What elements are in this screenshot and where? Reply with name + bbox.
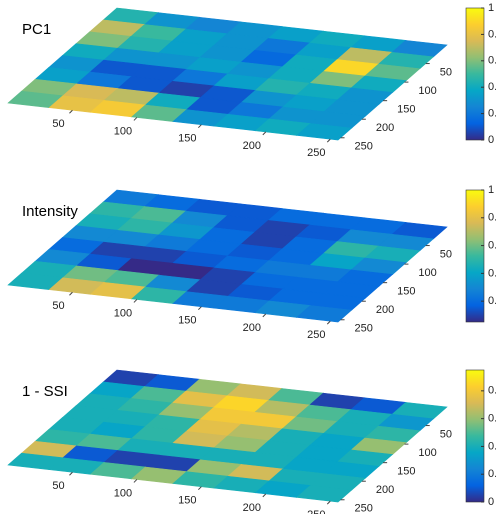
y-tick-label: 250 xyxy=(355,323,373,335)
x-tick-label: 250 xyxy=(307,147,325,159)
colorbar-tick-label: 0.8 xyxy=(488,385,496,397)
x-tick-label: 150 xyxy=(178,315,196,327)
colorbar-tick-label: 0.2 xyxy=(488,108,496,120)
x-tick xyxy=(133,117,138,121)
colorbar xyxy=(465,7,485,141)
x-tick-label: 50 xyxy=(52,118,64,130)
y-tick-label: 50 xyxy=(440,66,452,78)
x-tick xyxy=(262,131,267,136)
y-tick-label: 50 xyxy=(440,428,452,440)
y-tick-label: 250 xyxy=(355,503,373,514)
y-tick-label: 200 xyxy=(376,484,394,496)
colorbar-tick-label: 0 xyxy=(488,496,494,508)
x-tick-label: 50 xyxy=(52,480,64,492)
y-tick-label: 150 xyxy=(397,286,415,298)
cell xyxy=(296,305,353,323)
colorbar-tick-label: 1 xyxy=(488,2,494,14)
y-tick-label: 150 xyxy=(397,104,415,116)
colorbar xyxy=(465,189,485,323)
colorbar-tick-label: 0.8 xyxy=(488,212,496,224)
x-tick-label: 150 xyxy=(178,495,196,507)
x-tick xyxy=(69,471,73,476)
x-tick-label: 100 xyxy=(114,307,132,319)
colorbar-tick-label: 0.6 xyxy=(488,55,496,67)
colorbar-tick-label: 1 xyxy=(488,184,494,196)
x-tick-label: 250 xyxy=(307,329,325,341)
x-tick-label: 200 xyxy=(243,140,261,152)
surface xyxy=(7,7,448,141)
title: Intensity xyxy=(22,203,78,220)
x-tick-label: 200 xyxy=(243,322,261,334)
surface xyxy=(7,189,448,323)
cell xyxy=(296,123,353,141)
colorbar-tick-label: 0.6 xyxy=(488,239,496,251)
y-tick-label: 100 xyxy=(418,447,436,459)
x-tick-label: 250 xyxy=(307,509,325,514)
x-tick-label: 50 xyxy=(52,300,64,312)
title: 1 - SSI xyxy=(22,383,68,400)
x-tick-label: 150 xyxy=(178,133,196,145)
x-tick xyxy=(198,124,202,129)
x-tick-label: 200 xyxy=(243,502,261,514)
y-tick-label: 250 xyxy=(355,141,373,153)
x-tick xyxy=(326,320,331,325)
colorbar-tick-label: 0.4 xyxy=(488,440,496,452)
x-tick-label: 100 xyxy=(114,487,132,499)
colorbar-tick-label: 0.4 xyxy=(488,267,496,279)
y-tick-label: 200 xyxy=(376,122,394,134)
surface xyxy=(7,369,448,503)
x-tick xyxy=(326,500,331,505)
x-tick xyxy=(133,299,138,303)
x-tick xyxy=(133,479,138,483)
colorbar-tick-label: 0.4 xyxy=(488,81,496,93)
x-tick xyxy=(326,138,331,143)
y-tick-label: 200 xyxy=(376,304,394,316)
x-tick xyxy=(262,313,267,318)
x-tick xyxy=(198,486,202,491)
title: PC1 xyxy=(22,21,51,38)
x-tick xyxy=(262,493,267,498)
x-tick-label: 100 xyxy=(114,125,132,137)
colorbar-tick-label: 0.2 xyxy=(488,468,496,480)
x-tick xyxy=(69,291,73,296)
y-tick-label: 100 xyxy=(418,85,436,97)
colorbar-tick-label: 0 xyxy=(488,134,494,146)
colorbar-tick-label: 0.2 xyxy=(488,295,496,307)
colorbar xyxy=(465,369,485,503)
y-tick-label: 100 xyxy=(418,267,436,279)
x-tick xyxy=(198,306,202,311)
y-tick-label: 50 xyxy=(440,248,452,260)
y-tick-label: 150 xyxy=(397,466,415,478)
cell xyxy=(296,485,353,503)
colorbar-tick-label: 0.6 xyxy=(488,413,496,425)
colorbar-tick-label: 0.8 xyxy=(488,28,496,40)
x-tick xyxy=(69,109,73,114)
